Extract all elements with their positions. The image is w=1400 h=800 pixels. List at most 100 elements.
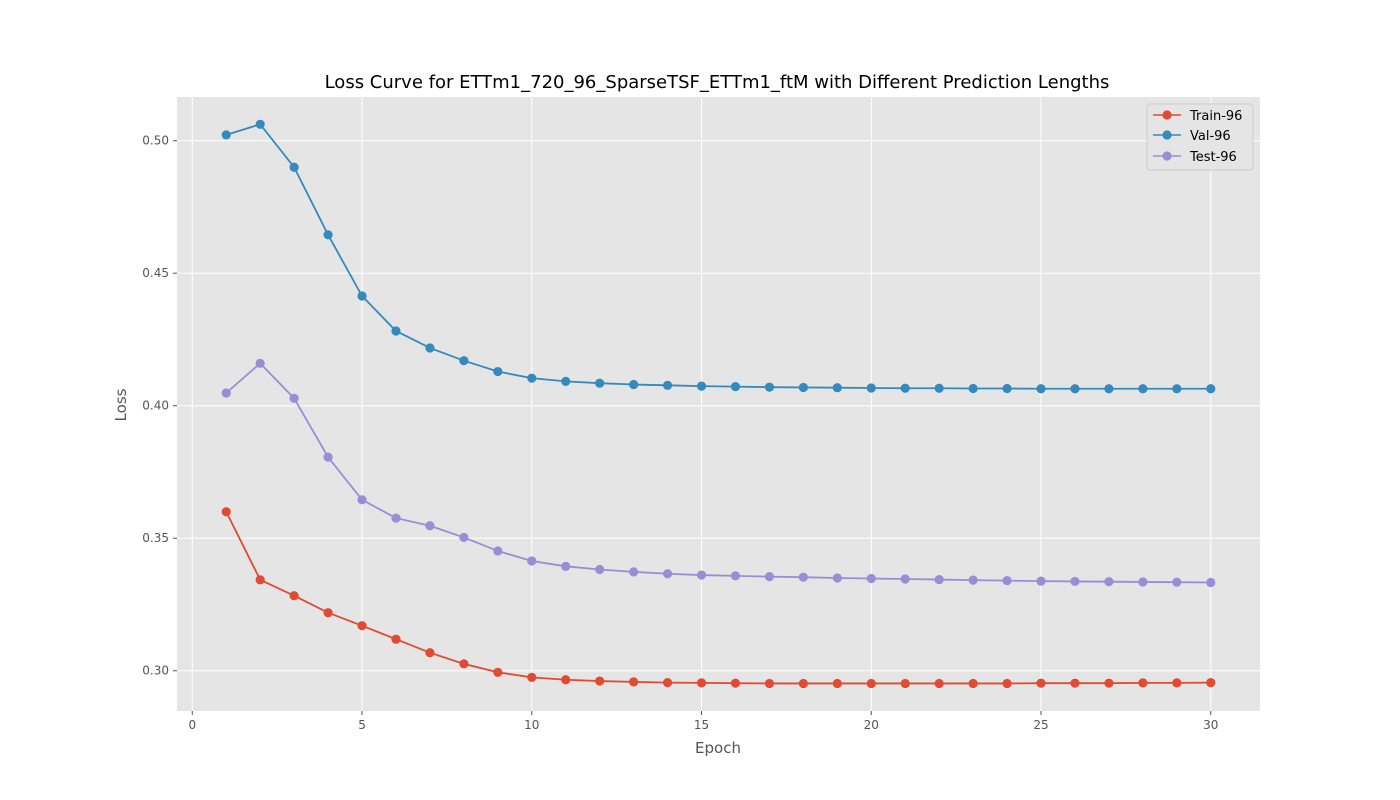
- data-point-train-96: [1070, 678, 1080, 688]
- data-point-train-96: [289, 591, 299, 601]
- data-point-val-96: [289, 162, 299, 172]
- data-point-val-96: [662, 380, 673, 390]
- data-point-train-96: [561, 675, 571, 685]
- data-point-test-96: [1172, 577, 1182, 587]
- data-point-val-96: [425, 343, 435, 353]
- data-point-test-96: [459, 532, 469, 543]
- data-point-test-96: [1002, 576, 1012, 586]
- data-point-test-96: [595, 564, 605, 575]
- data-point-train-96: [493, 667, 503, 677]
- data-point-test-96: [629, 567, 639, 577]
- y-axis-ticks: 0.30 0.35 0.40 0.45 0.50: [142, 134, 177, 678]
- data-point-test-96: [832, 573, 842, 583]
- data-point-test-96: [1206, 577, 1216, 588]
- data-point-val-96: [1172, 384, 1182, 394]
- data-point-train-96: [1002, 678, 1012, 689]
- data-point-train-96: [968, 678, 978, 689]
- data-point-val-96: [1002, 383, 1012, 394]
- series-group: [221, 119, 1216, 689]
- series-line-train-96: [225, 511, 1211, 685]
- y-tick-label: 0.45: [142, 266, 169, 280]
- data-point-train-96: [221, 507, 231, 517]
- data-point-val-96: [595, 378, 605, 388]
- legend-marker-test: [1162, 151, 1172, 161]
- data-point-val-96: [832, 383, 842, 393]
- data-point-val-96: [357, 291, 367, 301]
- data-point-val-96: [866, 383, 876, 393]
- data-point-val-96: [1070, 384, 1080, 394]
- data-point-val-96: [1036, 384, 1046, 394]
- data-point-test-96: [221, 388, 231, 398]
- plot-area: [177, 97, 1260, 711]
- data-point-train-96: [866, 678, 876, 689]
- data-point-test-96: [1104, 577, 1114, 587]
- data-point-test-96: [696, 570, 707, 580]
- legend-marker-train: [1162, 110, 1172, 120]
- data-point-test-96: [561, 561, 571, 571]
- x-tick-label: 25: [1033, 718, 1048, 732]
- x-tick-label: 10: [524, 718, 539, 732]
- x-axis-label: Epoch: [695, 739, 741, 757]
- data-point-train-96: [798, 678, 808, 689]
- legend-marker-val: [1162, 130, 1172, 140]
- data-point-train-96: [1104, 678, 1114, 688]
- data-point-val-96: [1138, 384, 1148, 394]
- data-point-test-96: [425, 521, 435, 531]
- y-tick-label: 0.30: [142, 664, 169, 678]
- y-tick-label: 0.35: [142, 531, 169, 545]
- data-point-train-96: [730, 678, 741, 688]
- legend-label-val: Val-96: [1190, 129, 1231, 144]
- data-point-test-96: [1138, 577, 1148, 587]
- data-point-test-96: [866, 573, 876, 584]
- data-point-test-96: [255, 358, 265, 368]
- data-point-val-96: [1104, 384, 1114, 394]
- data-point-val-96: [255, 119, 265, 129]
- data-point-train-96: [900, 678, 910, 689]
- data-point-train-96: [832, 678, 842, 689]
- data-point-train-96: [1036, 678, 1046, 688]
- data-point-train-96: [629, 677, 639, 687]
- x-tick-label: 15: [694, 718, 709, 732]
- data-point-train-96: [527, 672, 537, 682]
- data-point-val-96: [527, 373, 537, 383]
- data-point-val-96: [323, 230, 333, 240]
- data-point-test-96: [357, 495, 367, 505]
- x-tick-label: 0: [188, 718, 196, 732]
- data-point-val-96: [696, 381, 707, 391]
- data-point-train-96: [696, 678, 707, 688]
- data-point-val-96: [1206, 384, 1216, 394]
- data-point-train-96: [1138, 678, 1148, 688]
- legend-box: [1146, 103, 1254, 171]
- data-point-test-96: [323, 452, 333, 462]
- data-point-train-96: [425, 648, 435, 658]
- data-point-test-96: [764, 572, 775, 582]
- data-point-test-96: [1036, 576, 1046, 586]
- data-point-train-96: [357, 621, 367, 631]
- data-point-train-96: [255, 575, 265, 585]
- series-line-test-96: [225, 362, 1211, 584]
- data-point-test-96: [527, 556, 537, 566]
- data-point-val-96: [561, 376, 571, 386]
- data-point-test-96: [289, 393, 299, 403]
- data-point-train-96: [934, 678, 944, 689]
- data-point-test-96: [493, 546, 503, 556]
- data-point-test-96: [1070, 576, 1080, 587]
- legend: Train-96 Val-96 Test-96: [1146, 103, 1254, 171]
- chart-title: Loss Curve for ETTm1_720_96_SparseTSF_ET…: [325, 72, 1110, 93]
- gridlines: [177, 97, 1260, 711]
- data-point-val-96: [968, 383, 978, 394]
- data-point-test-96: [798, 572, 808, 582]
- data-point-test-96: [934, 574, 944, 585]
- data-point-val-96: [493, 366, 503, 377]
- data-point-val-96: [221, 130, 231, 140]
- data-point-train-96: [662, 678, 673, 688]
- x-axis-ticks: 0 5 10 15 20 25 30: [188, 711, 1218, 732]
- data-point-train-96: [595, 676, 605, 686]
- data-point-train-96: [459, 659, 469, 669]
- series-line-val-96: [225, 123, 1211, 390]
- y-tick-label: 0.50: [142, 134, 169, 148]
- data-point-val-96: [900, 383, 910, 393]
- data-point-val-96: [629, 379, 639, 390]
- y-tick-label: 0.40: [142, 399, 169, 413]
- data-point-train-96: [391, 634, 401, 644]
